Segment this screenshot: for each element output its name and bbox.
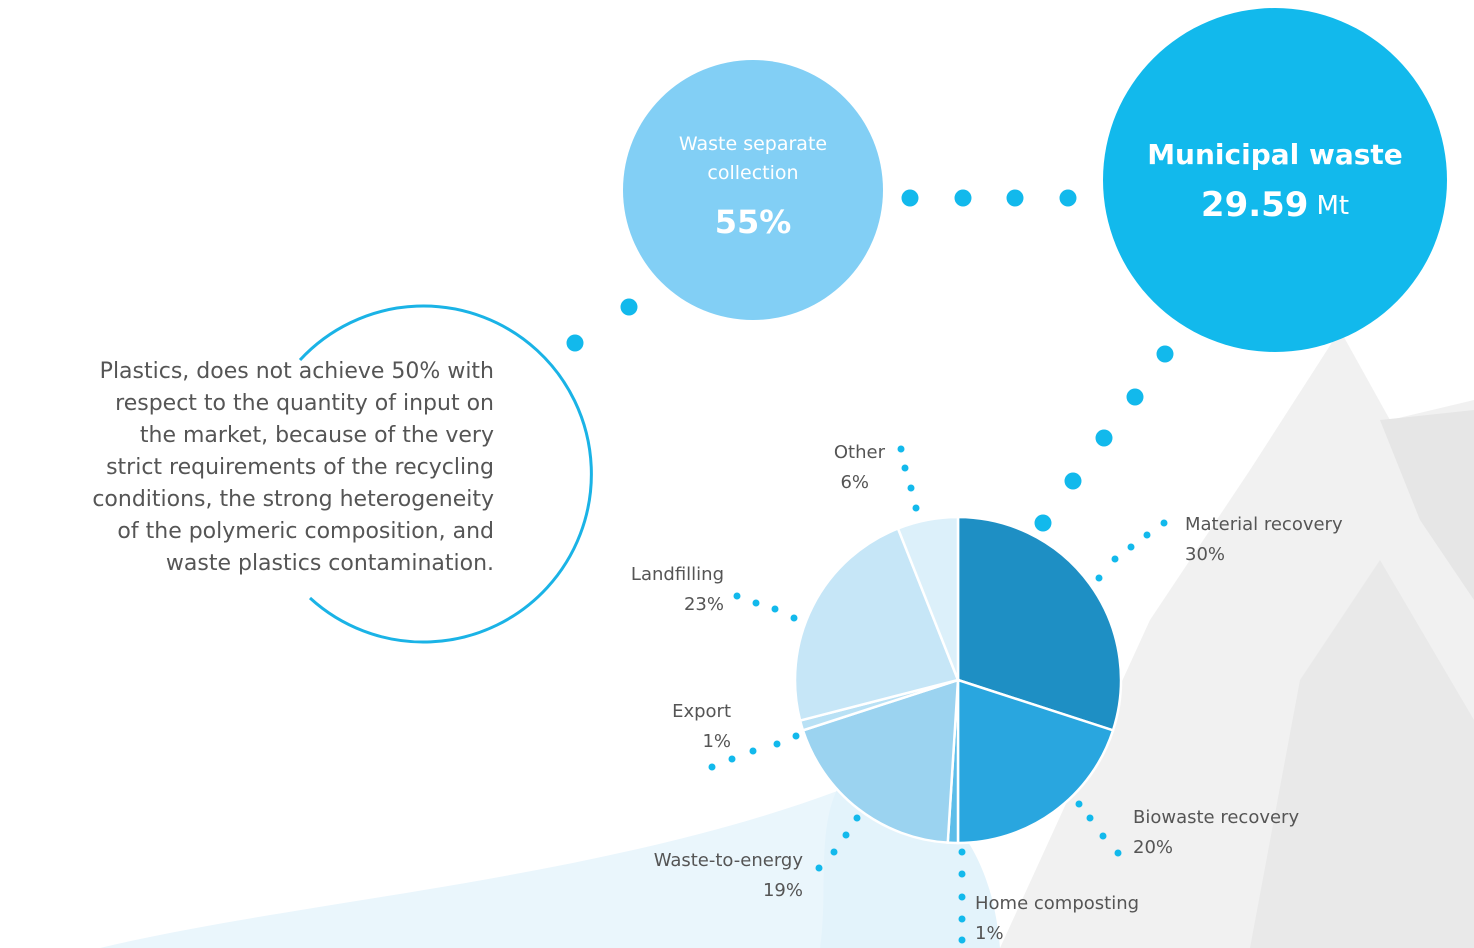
- leader-dot: [902, 465, 909, 472]
- separate-collection: Waste separate collection 55%: [653, 130, 853, 237]
- leader-dot: [774, 741, 781, 748]
- pie-label: Export 1%: [672, 701, 799, 771]
- page: Municipal waste 29.59Mt Material recover…: [0, 0, 1474, 948]
- leader-dot: [791, 615, 798, 622]
- leader-dot: [709, 764, 716, 771]
- connector-dot: [1157, 346, 1174, 363]
- connector-dot: [567, 335, 584, 352]
- leader-dot: [1112, 556, 1119, 563]
- note-line: conditions, the strong heterogeneity: [92, 487, 494, 512]
- pie-label: Landfilling 23%: [631, 564, 798, 622]
- connector-dot: [1127, 389, 1144, 406]
- note-line: waste plastics contamination.: [166, 551, 494, 576]
- connector-dot: [1060, 190, 1077, 207]
- leader-dot: [816, 865, 823, 872]
- connector-dot: [1035, 515, 1052, 532]
- connector-dot: [621, 299, 638, 316]
- leader-dot: [1161, 520, 1168, 527]
- value-label: 19%: [763, 880, 803, 901]
- value-label: 23%: [684, 594, 724, 615]
- leader-dot: [843, 832, 850, 839]
- category-label: Home composting: [975, 893, 1139, 914]
- leader-dot: [831, 849, 838, 856]
- leader-dot: [1087, 815, 1094, 822]
- leader-dot: [753, 600, 760, 607]
- value-label: 20%: [1133, 837, 1173, 858]
- category-label: Material recovery: [1185, 514, 1343, 535]
- category-label: Biowaste recovery: [1133, 807, 1299, 828]
- category-label: Other: [834, 442, 886, 463]
- leader-dot: [1115, 850, 1122, 857]
- leader-dot: [729, 756, 736, 763]
- leader-dot: [772, 606, 779, 613]
- leader-dot: [959, 937, 966, 944]
- leader-dot: [959, 871, 966, 878]
- category-label: Waste-to-energy: [654, 850, 804, 871]
- municipal-number: 29.59: [1201, 185, 1309, 225]
- connector-dot: [902, 190, 919, 207]
- leader-dot: [854, 815, 861, 822]
- note-text: Plastics, does not achieve 50% with respe…: [92, 359, 494, 576]
- municipal-waste-bubble: [1103, 8, 1447, 352]
- pie-label: Other 6%: [834, 442, 920, 512]
- connector-dot: [1065, 473, 1082, 490]
- category-label: Landfilling: [631, 564, 724, 585]
- leader-dot: [1076, 801, 1083, 808]
- category-label: Export: [672, 701, 731, 722]
- municipal-label: Municipal waste: [1147, 138, 1403, 171]
- connector-dot: [1096, 430, 1113, 447]
- value-label: 30%: [1185, 544, 1225, 565]
- value-label: 1%: [975, 923, 1004, 944]
- note-line: the market, because of the very: [140, 423, 494, 448]
- note-line: of the polymeric composition, and: [117, 519, 494, 544]
- municipal-unit: Mt: [1316, 191, 1349, 221]
- leader-dot: [1128, 544, 1135, 551]
- value-label: 6%: [840, 472, 869, 493]
- note-line: respect to the quantity of input on: [115, 391, 494, 416]
- note-line: Plastics, does not achieve 50% with: [100, 359, 494, 384]
- leader-dot: [793, 733, 800, 740]
- separate-label: Waste separate collection: [653, 130, 853, 188]
- leader-dot: [750, 748, 757, 755]
- note-line: strict requirements of the recycling: [106, 455, 494, 480]
- leader-dot: [898, 446, 905, 453]
- leader-dot: [734, 593, 741, 600]
- leader-dot: [1144, 532, 1151, 539]
- connector-dot: [1007, 190, 1024, 207]
- separate-value: 55%: [653, 208, 853, 237]
- leader-dot: [1100, 833, 1107, 840]
- leader-dot: [959, 849, 966, 856]
- leader-dot: [908, 485, 915, 492]
- leader-dot: [959, 916, 966, 923]
- connector-dot: [955, 190, 972, 207]
- value-label: 1%: [702, 731, 731, 752]
- leader-dot: [913, 505, 920, 512]
- leader-dot: [1096, 575, 1103, 582]
- leader-dot: [959, 894, 966, 901]
